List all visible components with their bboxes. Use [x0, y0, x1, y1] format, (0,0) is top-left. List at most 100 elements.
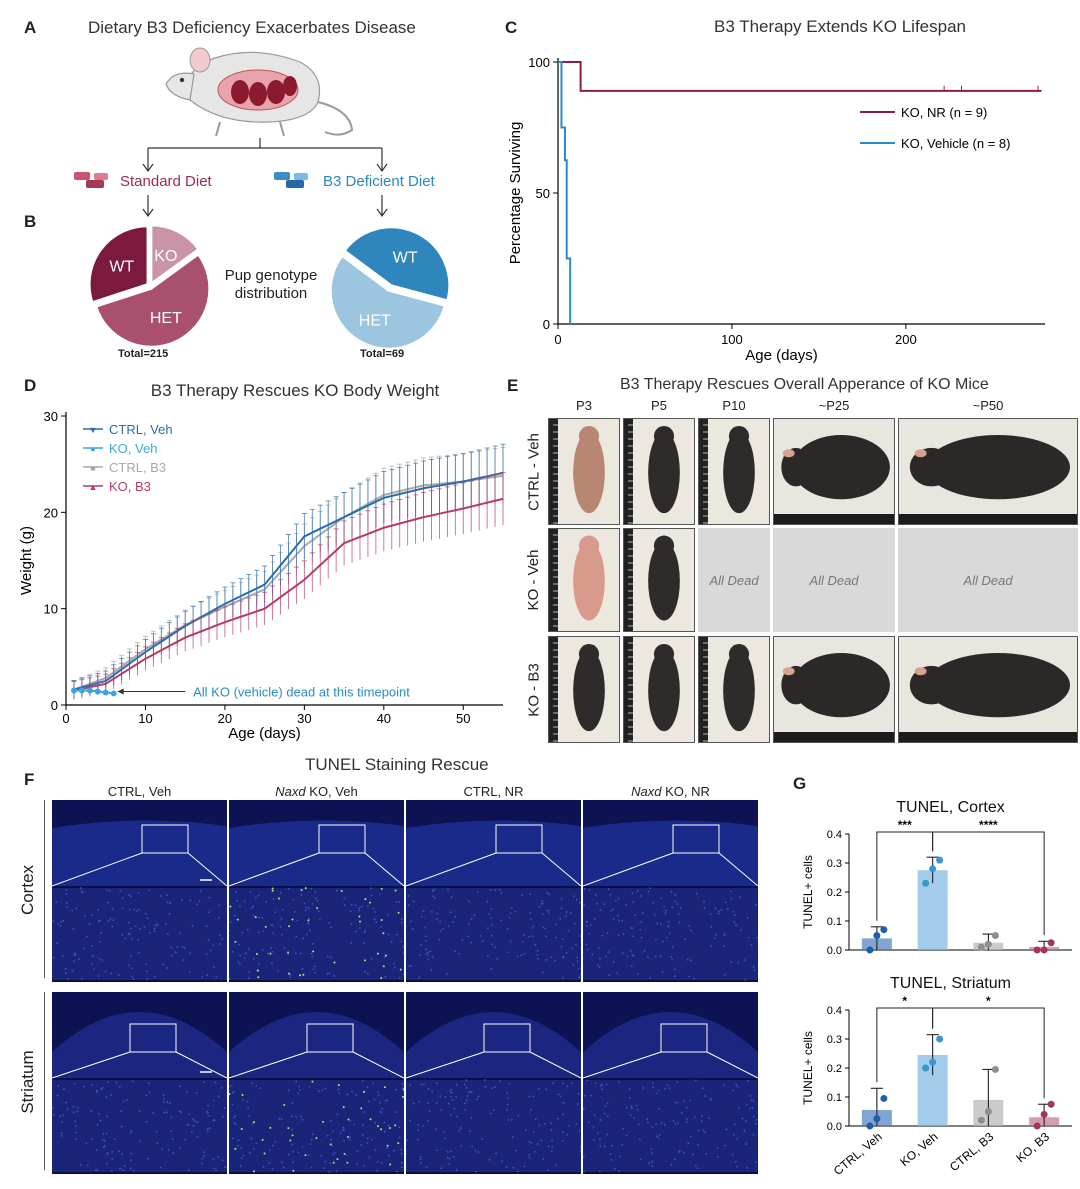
y-tick-label: 0.4 — [827, 829, 842, 841]
photo-column-header: ~P50 — [972, 398, 1004, 413]
tunel-micrograph — [406, 992, 581, 1174]
panel-g-label: G — [793, 774, 807, 793]
series-point — [70, 687, 77, 694]
mouse-photo — [548, 528, 620, 632]
data-point — [991, 1065, 999, 1073]
chart-title: B3 Therapy Rescues KO Body Weight — [151, 381, 440, 400]
y-axis-label: TUNEL+ cells — [801, 1031, 815, 1105]
series-point — [94, 688, 101, 695]
data-point — [873, 1115, 881, 1123]
y-axis-label: Weight (g) — [18, 526, 35, 595]
legend-label-3: KO, B3 — [109, 479, 151, 494]
survival-chart: B3 Therapy Extends KO Lifespan 0 100 200 0 50… — [507, 17, 1045, 364]
pup-genotype-label: Pup genotype distribution — [212, 267, 330, 303]
data-point — [929, 865, 937, 873]
x-tick-label: 0 — [554, 332, 561, 347]
legend-marker-2: ■ — [90, 463, 95, 473]
pup-genotype-line-1: Pup genotype — [224, 267, 318, 284]
pie-slice-ko — [150, 224, 200, 286]
data-point — [873, 932, 881, 939]
significance-bracket — [932, 831, 1045, 936]
tunel-micrograph — [406, 800, 581, 982]
y-tick-label: 30 — [44, 409, 58, 424]
panel-c-label: C — [505, 18, 518, 37]
significance-label: *** — [898, 818, 912, 832]
panel-d-label: D — [24, 376, 37, 395]
mouse-photo — [698, 418, 770, 525]
mouse-illustration — [165, 47, 354, 137]
diet-to-pie-arrows — [142, 195, 388, 218]
x-tick-label: 10 — [138, 711, 152, 726]
tunel-column-header: CTRL, Veh — [52, 784, 227, 799]
y-axis-label: TUNEL+ cells — [801, 855, 815, 929]
x-tick-label: KO, Veh — [897, 1130, 940, 1169]
series-line-0 — [558, 61, 1042, 92]
data-point — [977, 943, 985, 951]
panel-e-label: E — [507, 376, 519, 395]
annotation-text: All KO (vehicle) dead at this timepoint — [193, 685, 410, 700]
legend-label-0: KO, NR (n = 9) — [901, 105, 987, 120]
mouse-photo — [898, 636, 1078, 743]
column-condition: CTRL, Veh — [107, 784, 172, 799]
gene-name: Naxd — [275, 784, 306, 799]
x-tick-label: 40 — [377, 711, 391, 726]
b3-deficient-diet-pellets-icon — [274, 172, 308, 188]
mouse-photo — [623, 528, 695, 632]
all-dead-cell: All Dead — [898, 528, 1078, 632]
series-point — [78, 687, 85, 694]
photo-column-header: P3 — [576, 398, 592, 413]
y-tick-label: 0.2 — [827, 887, 842, 899]
body-weight-chart: B3 Therapy Rescues KO Body Weight 0 10 20 30… — [18, 381, 506, 742]
pup-genotype-line-2: distribution — [234, 285, 308, 302]
y-tick-label: 0 — [543, 317, 550, 332]
y-tick-label: 0.0 — [827, 1121, 842, 1133]
all-dead-cell: All Dead — [698, 528, 770, 632]
column-condition: KO, NR — [661, 784, 710, 799]
tunel-micrograph — [583, 800, 758, 982]
column-condition: CTRL, NR — [463, 784, 524, 799]
pie-slice-het — [329, 254, 446, 350]
significance-label: * — [986, 994, 991, 1008]
series-line-3 — [73, 497, 504, 692]
pie-slice-wt — [343, 226, 451, 302]
x-tick-label: 0 — [62, 711, 69, 726]
row-divider — [44, 800, 45, 978]
mouse-photo — [548, 418, 620, 525]
mouse-photo — [698, 636, 770, 743]
y-tick-label: 20 — [44, 505, 58, 520]
x-axis-label: Age (days) — [745, 347, 818, 364]
standard-diet-label: Standard Diet — [120, 173, 212, 190]
y-tick-label: 0.1 — [827, 1092, 842, 1104]
photo-row-label: KO - Veh — [525, 549, 542, 611]
data-point — [922, 1064, 930, 1072]
data-point — [936, 856, 944, 864]
tunel-column-header: Naxd KO, NR — [583, 784, 758, 799]
mouse-photo — [898, 418, 1078, 525]
x-tick-label: 50 — [456, 711, 470, 726]
x-tick-label: KO, B3 — [1013, 1129, 1052, 1165]
data-point — [977, 1116, 985, 1124]
x-tick-label: CTRL, B3 — [947, 1129, 997, 1174]
total-left: Total=215 — [118, 348, 169, 360]
gene-name: Naxd — [631, 784, 662, 799]
x-tick-label: CTRL, Veh — [831, 1130, 885, 1178]
legend-marker-1: ● — [90, 444, 95, 454]
mouse-photo — [623, 418, 695, 525]
tunel-row-label: Cortex — [18, 864, 37, 916]
standard-diet-pellets-icon — [74, 172, 108, 188]
legend-label-1: KO, Vehicle (n = 8) — [901, 136, 1010, 151]
annotation-arrowhead — [117, 688, 124, 695]
tunel-micrograph — [52, 800, 227, 982]
x-tick-label: 100 — [721, 332, 743, 347]
data-point — [936, 1035, 944, 1043]
data-point — [984, 940, 992, 948]
significance-label: **** — [979, 818, 998, 832]
data-point — [984, 1108, 992, 1115]
photo-column-header: P5 — [651, 398, 667, 413]
legend-marker-0: ▼ — [89, 425, 98, 435]
mouse-photo — [773, 636, 895, 743]
pie-chart-standard-diet: WT KO HET — [88, 224, 211, 348]
chart-title: B3 Therapy Extends KO Lifespan — [714, 17, 966, 36]
data-point — [922, 879, 930, 887]
b3-deficient-diet-label: B3 Deficient Diet — [323, 173, 435, 190]
